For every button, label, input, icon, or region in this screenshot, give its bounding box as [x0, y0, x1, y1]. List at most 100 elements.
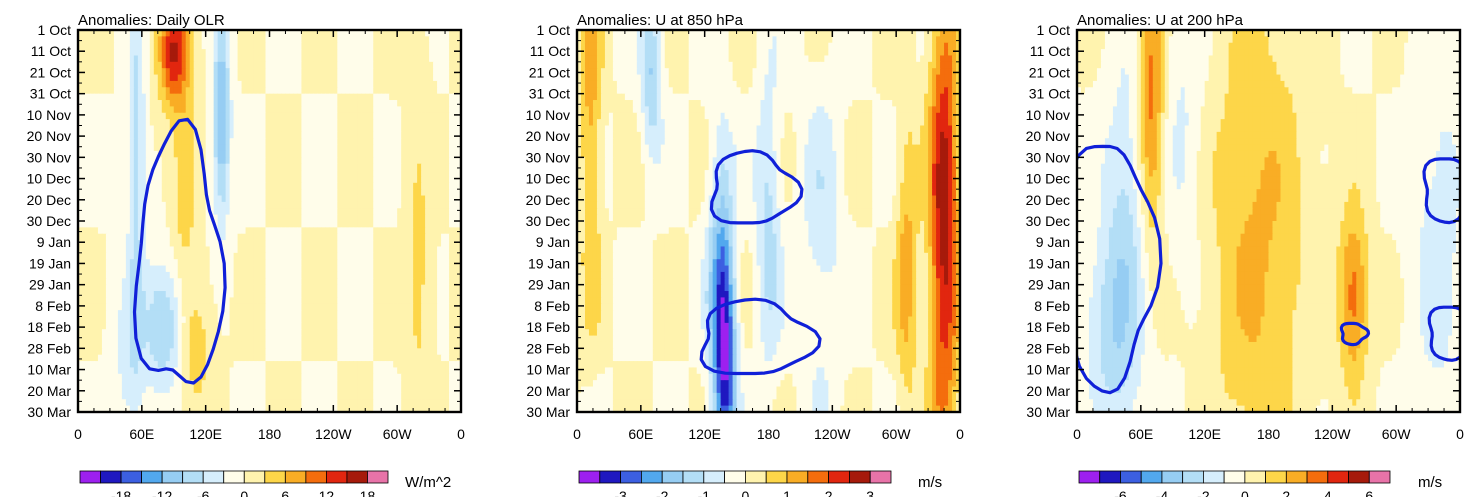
heatmap-cell [257, 214, 263, 222]
heatmap-cell [81, 221, 87, 228]
heatmap-cell [337, 291, 342, 298]
heatmap-cell [101, 335, 107, 343]
heatmap-cell [373, 240, 378, 248]
heatmap-cell [185, 80, 191, 88]
heatmap-cell [397, 271, 402, 279]
heatmap-cell [181, 36, 187, 44]
heatmap-cell [297, 265, 303, 273]
heatmap-cell [281, 354, 287, 362]
heatmap-cell [245, 316, 251, 324]
heatmap-cell [417, 170, 422, 178]
heatmap-cell [161, 195, 167, 203]
heatmap-cell [249, 170, 255, 178]
heatmap-cell [417, 42, 422, 50]
heatmap-cell [305, 80, 310, 88]
heatmap-cell [445, 252, 450, 260]
heatmap-cell [217, 214, 223, 222]
heatmap-cell [397, 80, 402, 88]
heatmap-cell [265, 163, 271, 171]
heatmap-cell [429, 348, 434, 356]
heatmap-cell [161, 61, 167, 69]
heatmap-cell [441, 157, 446, 165]
heatmap-cell [81, 195, 87, 203]
heatmap-cell [341, 322, 346, 330]
heatmap-cell [145, 80, 151, 88]
heatmap-cell [409, 157, 414, 165]
heatmap-cell [449, 201, 454, 209]
heatmap-cell [189, 80, 195, 88]
heatmap-cell [309, 112, 314, 120]
heatmap-cell [405, 30, 410, 37]
heatmap-cell [193, 100, 199, 107]
heatmap-cell [281, 195, 287, 203]
heatmap-cell [321, 329, 326, 337]
heatmap-cell [365, 144, 370, 152]
heatmap-cell [265, 310, 271, 318]
heatmap-cell [457, 100, 461, 107]
heatmap-cell [113, 138, 119, 146]
heatmap-cell [433, 138, 438, 146]
heatmap-cell [337, 348, 342, 356]
heatmap-cell [429, 291, 434, 298]
heatmap-cell [409, 170, 414, 178]
heatmap-cell [417, 100, 422, 107]
heatmap-cell [221, 214, 227, 222]
heatmap-cell [117, 106, 123, 114]
heatmap-cell [217, 329, 223, 337]
heatmap-cell [145, 284, 151, 292]
heatmap-cell [185, 42, 191, 50]
heatmap-cell [405, 55, 410, 63]
heatmap-cell [153, 55, 159, 63]
heatmap-cell [301, 157, 307, 165]
heatmap-cell [213, 240, 219, 248]
heatmap-cell [269, 189, 275, 197]
heatmap-cell [245, 201, 251, 209]
heatmap-cell [245, 170, 251, 178]
heatmap-cell [449, 208, 454, 216]
heatmap-cell [117, 208, 123, 216]
heatmap-cell [397, 150, 402, 158]
heatmap-cell [369, 227, 374, 235]
heatmap-cell [277, 221, 283, 228]
heatmap-cell [225, 93, 231, 101]
heatmap-cell [449, 252, 454, 260]
heatmap-cell [133, 68, 139, 76]
heatmap-cell [109, 119, 115, 127]
heatmap-cell [209, 297, 215, 305]
heatmap-cell [161, 310, 167, 318]
heatmap-cell [165, 176, 171, 184]
heatmap-cell [445, 80, 450, 88]
heatmap-cell [213, 265, 219, 273]
heatmap-cell [437, 271, 442, 279]
heatmap-cell [121, 80, 127, 88]
heatmap-cell [421, 310, 426, 318]
heatmap-cell [233, 106, 239, 114]
heatmap-cell [265, 208, 271, 216]
heatmap-cell [225, 284, 231, 292]
heatmap-cell [277, 138, 283, 146]
heatmap-cell [321, 125, 326, 133]
heatmap-cell [345, 74, 350, 82]
heatmap-cell [97, 278, 103, 286]
heatmap-cell [329, 354, 334, 362]
heatmap-cell [249, 176, 255, 184]
heatmap-cell [325, 227, 330, 235]
heatmap-cell [321, 144, 326, 152]
heatmap-cell [373, 163, 378, 171]
heatmap-cell [389, 246, 394, 254]
heatmap-cell [425, 106, 430, 114]
heatmap-cell [249, 214, 255, 222]
heatmap-cell [105, 195, 111, 203]
heatmap-cell [369, 316, 374, 324]
heatmap-cell [433, 163, 438, 171]
heatmap-cell [365, 93, 370, 101]
heatmap-cell [185, 303, 191, 311]
heatmap-cell [453, 259, 458, 267]
heatmap-cell [165, 55, 171, 63]
heatmap-cell [321, 354, 326, 362]
heatmap-cell [325, 125, 330, 133]
heatmap-cell [193, 106, 199, 114]
heatmap-cell [177, 112, 183, 120]
heatmap-cell [373, 348, 378, 356]
heatmap-cell [301, 144, 307, 152]
